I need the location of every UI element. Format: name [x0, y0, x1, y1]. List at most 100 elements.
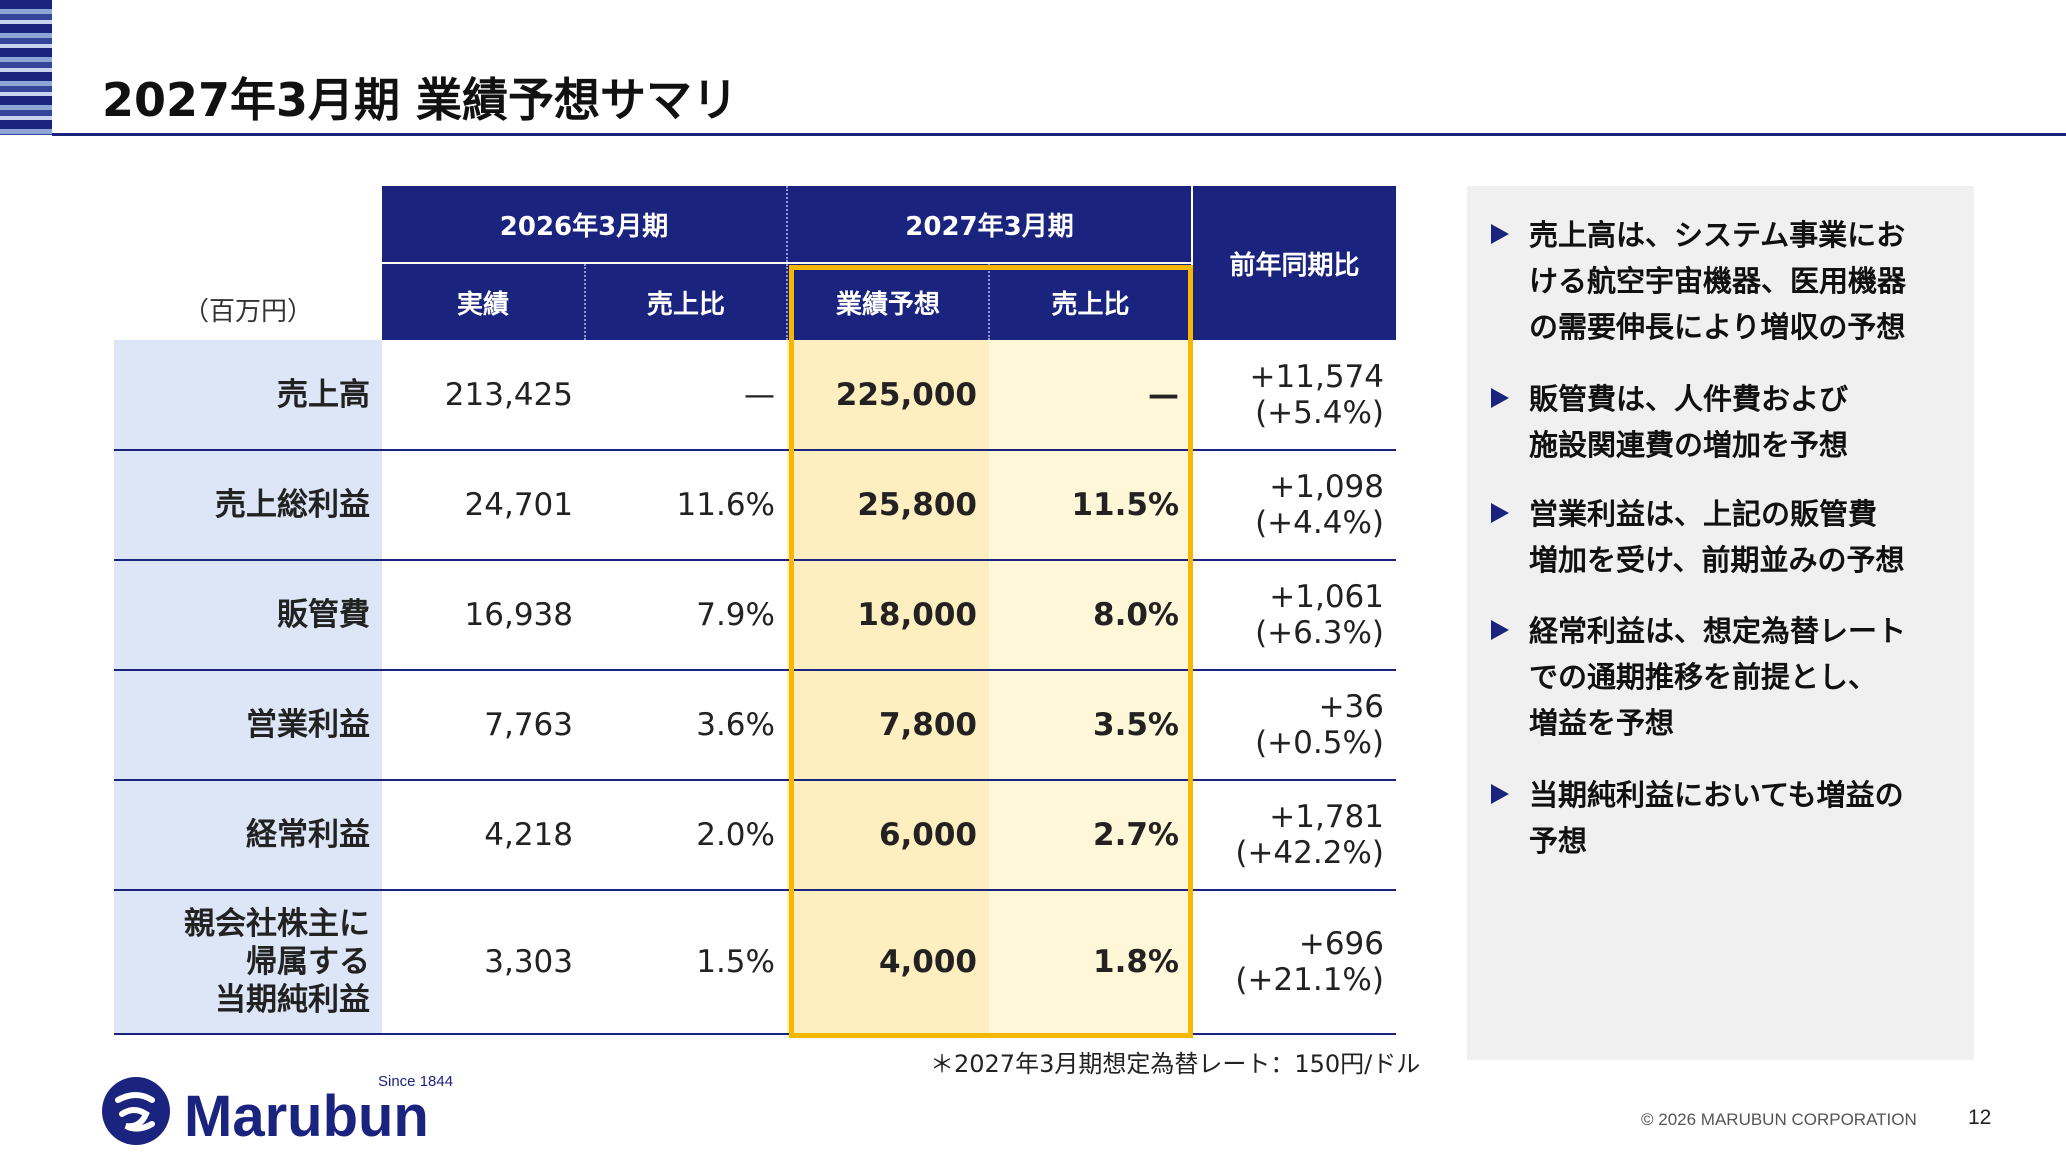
table-row: 経常利益 4,218 2.0% 6,000 2.7% +1,781 (+42.2%)	[114, 780, 1396, 891]
table-body: 売上高 213,425—225,000— +11,574 (+5.4%) 売上総利益 24…	[114, 340, 1396, 1035]
cell-forecast: 7,800	[787, 670, 989, 781]
logo-wordmark: Marubun	[184, 1084, 429, 1149]
cell-forecast: 18,000	[787, 560, 989, 671]
triangle-bullet-icon	[1491, 388, 1509, 408]
subheader-actual: 実績	[382, 262, 585, 340]
row-label: 経常利益	[114, 780, 382, 891]
cell-ratio-prev: 7.9%	[585, 560, 787, 671]
cell-forecast: 225,000	[787, 340, 989, 451]
yoy-percent: (+42.2%)	[1235, 835, 1384, 871]
row-label: 親会社株主に 帰属する 当期純利益	[114, 890, 382, 1035]
cell-ratio-prev: 2.0%	[585, 780, 787, 891]
copyright: © 2026 MARUBUN CORPORATION	[1641, 1110, 1917, 1129]
cell-yoy: +1,061 (+6.3%)	[1191, 560, 1396, 671]
table-row: 営業利益 7,763 3.6% 7,800 3.5% +36 (+0.5%)	[114, 670, 1396, 781]
cell-ratio-next: 3.5%	[989, 670, 1192, 781]
corner-stripe-decoration	[0, 0, 52, 135]
page-title: 2027年3月期 業績予想サマリ	[102, 73, 739, 127]
cell-yoy: +696 (+21.1%)	[1191, 890, 1396, 1035]
summary-bullet-line: での通期推移を前提とし、	[1529, 660, 1878, 694]
title-underline	[52, 133, 2066, 136]
cell-ratio-prev: 11.6%	[585, 450, 787, 561]
yoy-diff: +1,781	[1269, 799, 1384, 835]
yoy-percent: (+6.3%)	[1255, 615, 1384, 651]
triangle-bullet-icon	[1491, 620, 1509, 640]
header-period-prev: 2026年3月期	[382, 186, 787, 263]
cell-yoy: +1,781 (+42.2%)	[1191, 780, 1396, 891]
cell-ratio-next: 2.7%	[989, 780, 1192, 891]
yoy-diff: +1,098	[1269, 469, 1384, 505]
cell-forecast: 25,800	[787, 450, 989, 561]
cell-yoy: +11,574 (+5.4%)	[1191, 340, 1396, 451]
table-row: 売上高 213,425—225,000— +11,574 (+5.4%)	[114, 340, 1396, 451]
summary-bullet-line: 営業利益は、上記の販管費	[1529, 497, 1878, 531]
cell-actual: 16,938	[382, 560, 585, 671]
summary-bullet-line: ける航空宇宙機器、医用機器	[1529, 264, 1907, 298]
row-label: 売上総利益	[114, 450, 382, 561]
cell-ratio-next: —	[989, 340, 1192, 451]
subheader-forecast: 業績予想	[786, 262, 989, 340]
summary-bullet-line: 経常利益は、想定為替レート	[1529, 614, 1907, 648]
cell-forecast: 6,000	[787, 780, 989, 891]
logo-since: Since 1844	[378, 1073, 453, 1090]
row-label: 営業利益	[114, 670, 382, 781]
summary-bullet: 営業利益は、上記の販管費 増加を受け、前期並みの予想	[1491, 491, 1905, 583]
cell-ratio-next: 11.5%	[989, 450, 1192, 561]
summary-bullet-line: 販管費は、人件費および	[1529, 382, 1849, 416]
row-label-line: 売上総利益	[215, 487, 370, 523]
row-label-line: 親会社株主に	[184, 906, 370, 942]
triangle-bullet-icon	[1491, 503, 1509, 523]
header-period-next: 2027年3月期	[786, 186, 1192, 263]
yoy-diff: +36	[1318, 689, 1384, 725]
cell-ratio-prev: —	[585, 340, 787, 451]
yoy-diff: +1,061	[1269, 579, 1384, 615]
marubun-logo: Marubun Since 1844	[102, 1073, 453, 1149]
row-label: 売上高	[114, 340, 382, 451]
summary-bullet-line: の需要伸長により増収の予想	[1529, 310, 1906, 344]
summary-bullet: 当期純利益においても増益の 予想	[1491, 772, 1904, 864]
cell-forecast: 4,000	[787, 890, 989, 1035]
yoy-diff: +696	[1298, 926, 1384, 962]
summary-bullet-line: 当期純利益においても増益の	[1529, 778, 1904, 812]
yoy-percent: (+5.4%)	[1255, 394, 1384, 431]
yoy-diff: +11,574	[1249, 358, 1384, 395]
row-label: 販管費	[114, 560, 382, 671]
summary-bullet: 売上高は、システム事業にお ける航空宇宙機器、医用機器 の需要伸長により増収の予想	[1491, 212, 1906, 350]
row-label-line: 経常利益	[246, 817, 370, 853]
summary-panel: 売上高は、システム事業にお ける航空宇宙機器、医用機器 の需要伸長により増収の予想販…	[1467, 186, 1974, 1060]
cell-yoy: +1,098 (+4.4%)	[1191, 450, 1396, 561]
triangle-bullet-icon	[1491, 784, 1509, 804]
table-row: 親会社株主に 帰属する 当期純利益 3,303 1.5% 4,000 1.8% +696 (+2…	[114, 890, 1396, 1035]
cell-ratio-next: 1.8%	[989, 890, 1192, 1035]
cell-actual: 213,425	[382, 340, 585, 451]
row-label-line: 販管費	[277, 597, 370, 633]
summary-bullet-line: 売上高は、システム事業にお	[1529, 218, 1906, 252]
cell-ratio-prev: 1.5%	[585, 890, 787, 1035]
subheader-ratio-prev: 売上比	[584, 262, 787, 340]
cell-ratio-prev: 3.6%	[585, 670, 787, 781]
subheader-ratio-next: 売上比	[988, 262, 1192, 340]
fx-rate-footnote: ＊2027年3月期想定為替レート：150円/ドル	[930, 1050, 1421, 1078]
page-number: 12	[1968, 1106, 1992, 1129]
header-yoy: 前年同期比	[1191, 186, 1396, 340]
summary-bullet-line: 増加を受け、前期並みの予想	[1529, 543, 1905, 577]
table-row: 販管費 16,938 7.9% 18,000 8.0% +1,061 (+6.3%)	[114, 560, 1396, 671]
forecast-summary-table: （百万円） 2026年3月期 2027年3月期 前年同期比 実績 売上比 業績予…	[114, 186, 1396, 1035]
summary-bullet-line: 増益を予想	[1529, 706, 1675, 740]
unit-label: （百万円）	[114, 186, 382, 340]
cell-actual: 7,763	[382, 670, 585, 781]
yoy-percent: (+21.1%)	[1235, 962, 1384, 998]
row-label-line: 売上高	[277, 376, 370, 413]
row-label-line: 当期純利益	[215, 982, 370, 1018]
cell-actual: 4,218	[382, 780, 585, 891]
row-label-line: 帰属する	[246, 944, 370, 980]
cell-ratio-next: 8.0%	[989, 560, 1192, 671]
yoy-percent: (+0.5%)	[1255, 725, 1384, 761]
summary-bullet-line: 予想	[1529, 824, 1588, 858]
summary-bullet-line: 施設関連費の増加を予想	[1529, 428, 1849, 462]
summary-bullet: 経常利益は、想定為替レート での通期推移を前提とし、 増益を予想	[1491, 608, 1906, 746]
table-row: 売上総利益 24,701 11.6% 25,800 11.5% +1,098 (+4.4%)	[114, 450, 1396, 561]
row-label-line: 営業利益	[246, 707, 370, 743]
cell-actual: 3,303	[382, 890, 585, 1035]
summary-bullet: 販管費は、人件費および 施設関連費の増加を予想	[1491, 376, 1848, 468]
